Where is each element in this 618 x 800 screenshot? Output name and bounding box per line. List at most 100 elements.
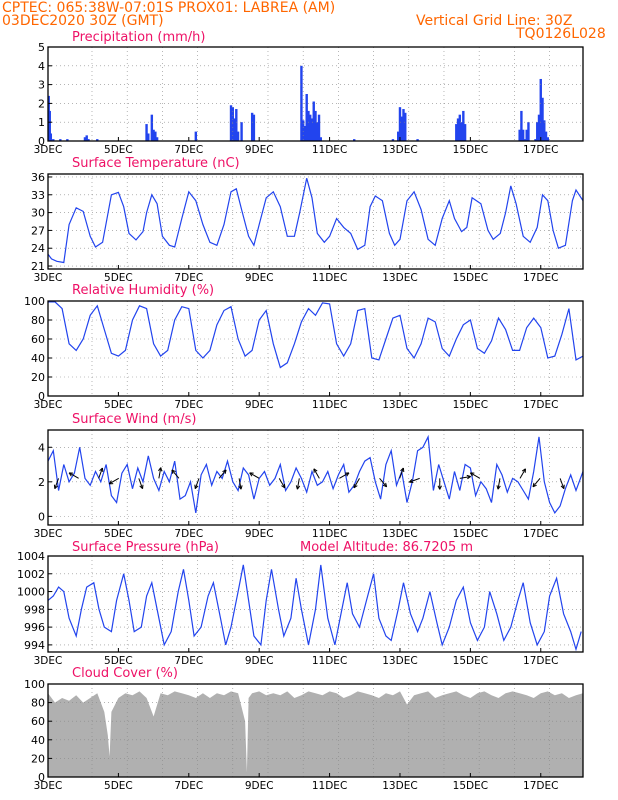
wind-direction-arrowhead bbox=[496, 485, 499, 490]
precip-bar bbox=[233, 118, 236, 141]
wind-direction-arrowhead bbox=[108, 480, 112, 485]
precip-xtick-label: 13DEC bbox=[382, 144, 417, 156]
wind-direction-arrow bbox=[313, 468, 320, 479]
precip-bar bbox=[520, 110, 523, 141]
pressure-line bbox=[47, 564, 582, 652]
pressure-xtick-label: 11DEC bbox=[312, 655, 347, 667]
precip-bar bbox=[463, 124, 467, 141]
model-altitude-label: Model Altitude: 86.7205 m bbox=[300, 540, 474, 555]
wind-direction-arrow bbox=[379, 478, 388, 488]
wind-frame bbox=[47, 429, 584, 526]
wind-direction-arrow bbox=[98, 467, 103, 479]
precip-bar bbox=[416, 139, 419, 141]
wind-direction-arrowhead bbox=[469, 472, 474, 477]
cloud-xtick-label: 3DEC bbox=[34, 780, 63, 792]
wind-line bbox=[47, 434, 584, 515]
precip-xtick-label: 9DEC bbox=[245, 144, 274, 156]
wind-direction-arrowhead bbox=[408, 478, 413, 483]
wind-xtick-label: 17DEC bbox=[523, 528, 558, 540]
wind-direction-arrowhead bbox=[194, 485, 199, 490]
precip-bar bbox=[145, 124, 148, 141]
precip-bar bbox=[523, 139, 527, 141]
wind-direction-arrow bbox=[296, 478, 300, 490]
wind-direction-arrowhead bbox=[439, 485, 442, 490]
precip-bar bbox=[317, 114, 321, 141]
humidity-panel-title: Relative Humidity (%) bbox=[72, 283, 215, 298]
cloud-xtick-label: 11DEC bbox=[312, 780, 347, 792]
wind-direction-arrowhead bbox=[281, 485, 286, 489]
precip-bar bbox=[534, 139, 537, 141]
pressure-ytick-label: 1002 bbox=[17, 568, 45, 581]
header-date-line: 03DEC2020 30Z (GMT) bbox=[2, 13, 164, 29]
wind-direction-arrowhead bbox=[99, 467, 103, 472]
temperature-ytick-label: 33 bbox=[31, 189, 45, 202]
wind-direction-arrow bbox=[238, 478, 242, 490]
pressure-xtick-label: 17DEC bbox=[523, 655, 558, 667]
humidity-ytick-label: 20 bbox=[31, 371, 45, 384]
wind-panel-title: Surface Wind (m/s) bbox=[72, 412, 197, 427]
cloud-ytick-label: 40 bbox=[31, 734, 45, 747]
wind-xtick-label: 11DEC bbox=[312, 528, 347, 540]
pressure-xtick-label: 15DEC bbox=[453, 655, 488, 667]
header-grid-line-note: Vertical Grid Line: 30Z bbox=[416, 13, 573, 29]
wind-direction-arrowhead bbox=[521, 468, 526, 472]
wind-direction-arrow bbox=[497, 478, 501, 490]
wind-direction-arrow bbox=[138, 478, 144, 489]
temperature-xtick-label: 11DEC bbox=[312, 272, 347, 284]
humidity-ytick-label: 40 bbox=[31, 352, 45, 365]
wind-ytick-label: 2 bbox=[38, 476, 45, 489]
precip-bar bbox=[312, 101, 315, 141]
precip-bar bbox=[462, 110, 465, 141]
humidity-xtick-label: 13DEC bbox=[382, 399, 417, 411]
temperature-xtick-label: 13DEC bbox=[382, 272, 417, 284]
precip-bar bbox=[49, 133, 53, 141]
cloud-xtick-label: 13DEC bbox=[382, 780, 417, 792]
precip-bar bbox=[319, 137, 322, 141]
cloud-xtick-label: 7DEC bbox=[174, 780, 203, 792]
wind-direction-arrow bbox=[339, 472, 350, 479]
precip-bar bbox=[150, 114, 154, 141]
wind-direction-arrow bbox=[519, 468, 526, 479]
wind-direction-arrow bbox=[194, 478, 200, 489]
precip-bar bbox=[154, 131, 157, 141]
precip-bar bbox=[236, 131, 240, 141]
wind-direction-arrowhead bbox=[532, 484, 537, 488]
precip-bar bbox=[398, 107, 402, 141]
precip-bar bbox=[240, 122, 243, 141]
precip-bar bbox=[458, 114, 462, 141]
temperature-xtick-label: 3DEC bbox=[34, 272, 63, 284]
precip-bar bbox=[147, 133, 150, 141]
wind-direction-arrow bbox=[459, 475, 471, 479]
precip-ytick-label: 1 bbox=[38, 116, 45, 129]
humidity-xtick-label: 5DEC bbox=[104, 399, 133, 411]
precip-bar bbox=[231, 107, 234, 141]
humidity-xtick-label: 3DEC bbox=[34, 399, 63, 411]
wind-direction-arrow bbox=[158, 467, 162, 479]
wind-direction-arrowhead bbox=[497, 485, 501, 490]
wind-direction-arrowhead bbox=[249, 472, 253, 477]
wind-direction-arrowhead bbox=[532, 482, 535, 487]
precip-bar bbox=[300, 65, 303, 141]
wind-xtick-label: 5DEC bbox=[104, 528, 133, 540]
wind-direction-arrowhead bbox=[171, 469, 174, 474]
pressure-xtick-label: 5DEC bbox=[104, 655, 133, 667]
pressure-panel-title: Surface Pressure (hPa) bbox=[72, 540, 219, 555]
precip-bar bbox=[155, 137, 159, 141]
precip-bar bbox=[194, 131, 198, 141]
precip-bar bbox=[536, 122, 539, 141]
wind-direction-arrowhead bbox=[346, 472, 350, 477]
precip-bar bbox=[59, 139, 62, 141]
wind-direction-arrowhead bbox=[313, 468, 318, 472]
temperature-ytick-label: 27 bbox=[31, 224, 45, 237]
precip-bar bbox=[235, 109, 238, 141]
cloud-frame bbox=[47, 683, 584, 778]
precip-bar bbox=[310, 118, 314, 141]
temperature-ytick-label: 30 bbox=[31, 207, 45, 220]
precip-bar bbox=[48, 110, 51, 141]
cloud-xtick-label: 9DEC bbox=[245, 780, 274, 792]
wind-xtick-label: 13DEC bbox=[382, 528, 417, 540]
wind-direction-arrowhead bbox=[54, 485, 59, 490]
header-station-line: CPTEC: 065:38W-07:01S PROX01: LABREA (AM… bbox=[2, 0, 336, 16]
wind-direction-arrow bbox=[409, 477, 420, 483]
temperature-ytick-label: 24 bbox=[31, 242, 45, 255]
